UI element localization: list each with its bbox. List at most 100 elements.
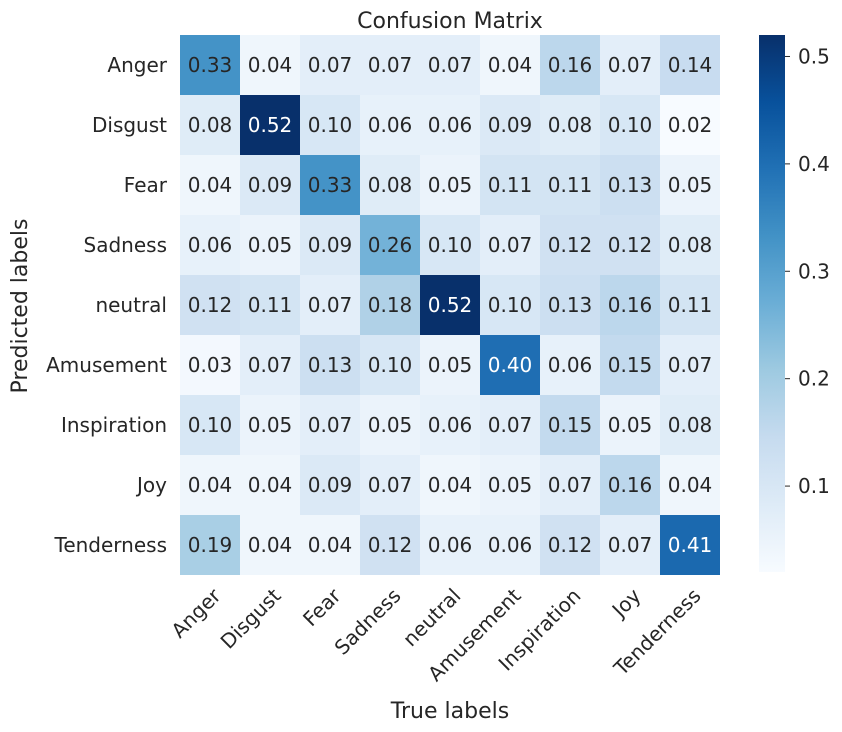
heatmap-cell [180,515,240,575]
cell-value-label: 0.26 [368,233,413,257]
y-tick-label: Disgust [92,113,167,137]
cell-value-label: 0.06 [368,113,413,137]
heatmap-cell [300,35,360,95]
cell-value-label: 0.12 [188,293,233,317]
cell-value-label: 0.05 [248,233,293,257]
heatmap-cell [360,455,420,515]
heatmap-cell [420,155,480,215]
colorbar: 0.1 0.2 0.3 0.4 0.5 [759,35,830,572]
cell-value-label: 0.13 [548,293,593,317]
heatmap-cell [180,395,240,455]
cell-value-label: 0.06 [548,353,593,377]
heatmap-cell [300,335,360,395]
heatmap-cell [480,335,540,395]
heatmap-cell [240,155,300,215]
cell-value-label: 0.11 [548,173,593,197]
cell-value-label: 0.06 [428,413,473,437]
y-tick-label: neutral [95,293,167,317]
x-tick-label: Disgust [216,583,286,653]
cell-value-label: 0.52 [248,113,293,137]
heatmap-cell [600,95,660,155]
heatmap-cell [540,215,600,275]
heatmap-cell [600,35,660,95]
cell-value-label: 0.33 [308,173,353,197]
heatmap-cell [540,335,600,395]
cell-value-label: 0.10 [608,113,653,137]
heatmap-cells: 0.33 0.04 0.07 0.07 0.07 0.04 0.16 0.07 0.14 0.08… [180,35,720,575]
y-tick-labels: Anger Disgust Fear Sadness neutral Amusement I… [46,53,168,557]
y-tick-label: Sadness [84,233,167,257]
heatmap-cell [600,515,660,575]
heatmap-cell [300,275,360,335]
heatmap-cell [420,215,480,275]
chart-title: Confusion Matrix [357,9,543,34]
heatmap-cell [600,335,660,395]
heatmap-cell [420,335,480,395]
heatmap-cell [540,95,600,155]
cell-value-label: 0.06 [428,533,473,557]
heatmap-cell [360,155,420,215]
heatmap-cell [660,155,720,215]
cell-value-label: 0.07 [308,53,353,77]
heatmap-cell [360,95,420,155]
cell-value-label: 0.07 [668,353,713,377]
y-tick-label: Inspiration [61,413,167,437]
cell-value-label: 0.33 [188,53,233,77]
cell-value-label: 0.04 [248,53,293,77]
cell-value-label: 0.07 [308,293,353,317]
cell-value-label: 0.05 [668,173,713,197]
heatmap-cell [540,515,600,575]
heatmap-cell [480,275,540,335]
heatmap-cell [180,335,240,395]
colorbar-tick-label: 0.5 [798,44,830,68]
cell-value-label: 0.41 [668,533,713,557]
heatmap-cell [360,35,420,95]
cell-value-label: 0.04 [488,53,533,77]
cell-value-label: 0.10 [188,413,233,437]
cell-value-label: 0.10 [368,353,413,377]
cell-value-label: 0.16 [548,53,593,77]
cell-value-label: 0.10 [308,113,353,137]
y-tick-label: Amusement [46,353,167,377]
cell-value-label: 0.05 [488,473,533,497]
heatmap-cell [240,395,300,455]
heatmap-cell [660,455,720,515]
heatmap-cell [480,215,540,275]
colorbar-tick-label: 0.4 [798,152,830,176]
heatmap-cell [300,155,360,215]
cell-value-label: 0.07 [248,353,293,377]
cell-value-label: 0.12 [548,233,593,257]
heatmap-cell [660,515,720,575]
y-tick-label: Fear [124,173,168,197]
cell-value-label: 0.05 [248,413,293,437]
heatmap-cell [360,395,420,455]
cell-value-label: 0.13 [308,353,353,377]
cell-value-label: 0.40 [488,353,533,377]
cell-value-label: 0.12 [608,233,653,257]
cell-value-label: 0.07 [488,413,533,437]
cell-value-label: 0.04 [188,473,233,497]
cell-value-label: 0.05 [608,413,653,437]
heatmap-cell [420,35,480,95]
colorbar-ticks: 0.1 0.2 0.3 0.4 0.5 [785,44,830,498]
heatmap-cell [600,215,660,275]
cell-value-label: 0.04 [248,473,293,497]
cell-value-label: 0.09 [308,233,353,257]
cell-value-label: 0.07 [368,473,413,497]
cell-value-label: 0.15 [548,413,593,437]
heatmap-cell [180,35,240,95]
colorbar-tick-label: 0.3 [798,259,830,283]
heatmap-cell [660,335,720,395]
cell-value-label: 0.18 [368,293,413,317]
heatmap-cell [240,515,300,575]
heatmap-cell [240,35,300,95]
cell-value-label: 0.04 [188,173,233,197]
x-axis-label: True labels [390,699,509,724]
cell-value-label: 0.04 [428,473,473,497]
cell-value-label: 0.19 [188,533,233,557]
heatmap-cell [420,95,480,155]
heatmap-cell [660,95,720,155]
cell-value-label: 0.05 [428,353,473,377]
y-tick-label: Tenderness [54,533,168,557]
